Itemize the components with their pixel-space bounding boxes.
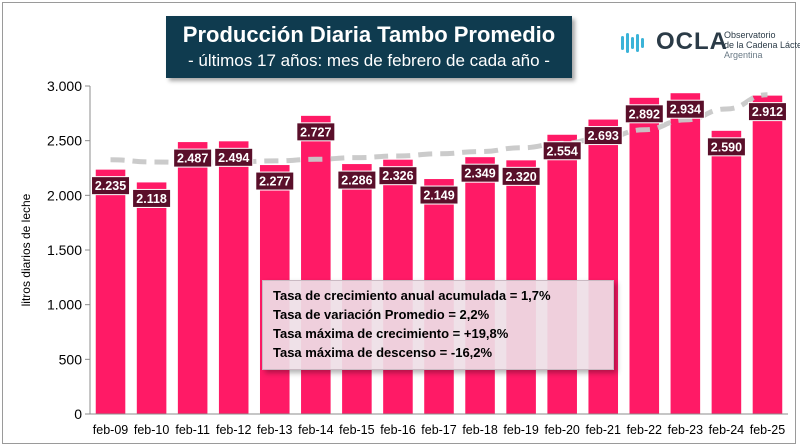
bar [670, 93, 701, 414]
y-axis: 0 500 1.000 1.500 2.000 2.500 3.000 [47, 78, 91, 422]
x-tick-label: feb-23 [668, 423, 703, 437]
bar [177, 142, 208, 414]
stat-max-decline: Tasa máxima de descenso = -16,2% [273, 345, 493, 360]
value-label: 2.118 [136, 192, 167, 206]
value-label-box [419, 185, 459, 205]
x-tick-label: feb-13 [257, 423, 292, 437]
x-tick-label: feb-17 [421, 423, 456, 437]
x-tick-label: feb-22 [627, 423, 662, 437]
value-label-box [624, 104, 664, 124]
value-label: 2.349 [464, 167, 495, 181]
x-tick-label: feb-09 [93, 423, 128, 437]
value-label: 2.149 [423, 189, 454, 203]
logo-name: OCLA [656, 28, 728, 55]
value-label-box [132, 188, 172, 208]
y-tick-label: 0 [74, 406, 82, 422]
value-label: 2.235 [95, 179, 126, 193]
value-label: 2.554 [547, 144, 578, 158]
bar [752, 95, 783, 414]
stats-box: Tasa de crecimiento anual acumulada = 1,… [262, 280, 614, 370]
value-label: 2.487 [177, 152, 208, 166]
value-label: 2.727 [300, 125, 331, 139]
bar [547, 134, 577, 414]
trend-line-path [110, 92, 768, 166]
bar [136, 182, 167, 414]
value-label-box [296, 122, 336, 142]
x-tick-label: feb-20 [544, 423, 579, 437]
milk-drop-logo-icon [621, 33, 644, 53]
value-label-box [214, 147, 254, 167]
value-label-box [747, 102, 787, 122]
bar [629, 97, 660, 415]
x-tick-label: feb-21 [586, 423, 621, 437]
x-tick-label: feb-14 [298, 423, 333, 437]
value-labels: 2.235 2.118 2.487 2.494 2.277 2.727 2.286 2.326… [91, 99, 787, 208]
x-axis: feb-09 feb-10 feb-11 feb-12 feb-13 feb-14 feb-… [90, 413, 788, 437]
value-label: 2.693 [588, 129, 619, 143]
logo-line-3: Argentina [724, 50, 763, 60]
logo-caption: Observatorio de la Cadena Láctea Argenti… [724, 30, 800, 60]
x-tick-label: feb-19 [503, 423, 538, 437]
logo-line-1: Observatorio [724, 30, 776, 40]
y-tick-label: 2.500 [47, 133, 82, 149]
x-tick-label: feb-15 [339, 423, 374, 437]
value-label-box [542, 141, 582, 161]
value-label-box [337, 170, 377, 190]
value-label: 2.590 [711, 140, 742, 154]
value-label: 2.892 [629, 107, 660, 121]
y-tick-label: 500 [59, 351, 83, 367]
x-tick-label: feb-24 [709, 423, 744, 437]
value-label: 2.277 [259, 175, 290, 189]
chart-title: Producción Diaria Tambo Promedio [182, 22, 556, 47]
x-tick-label: feb-18 [462, 423, 497, 437]
stat-cagr: Tasa de crecimiento anual acumulada = 1,… [273, 288, 551, 303]
bar [218, 141, 249, 414]
y-tick-label: 1.000 [47, 297, 82, 313]
x-tick-label: feb-16 [380, 423, 415, 437]
x-tick-label: feb-10 [134, 423, 169, 437]
chart-subtitle: - últimos 17 años: mes de febrero de cad… [188, 51, 550, 70]
y-tick-label: 2.000 [47, 187, 82, 203]
value-label: 2.286 [341, 174, 372, 188]
value-label-box [665, 99, 705, 119]
logo-line-2: de la Cadena Láctea [724, 40, 800, 50]
title-box: Producción Diaria Tambo Promedio - últim… [166, 16, 572, 78]
value-label-box [583, 126, 623, 146]
value-label: 2.912 [752, 105, 783, 119]
value-label-box [91, 176, 131, 196]
bar [711, 130, 742, 414]
stat-max-growth: Tasa máxima de crecimiento = +19,8% [273, 326, 509, 341]
stat-average-variation: Tasa de variación Promedio = 2,2% [273, 307, 490, 322]
value-label-box [378, 166, 418, 186]
value-label: 2.320 [505, 170, 536, 184]
value-label-box [501, 166, 541, 186]
value-label-box [173, 148, 213, 168]
y-tick-label: 3.000 [47, 78, 82, 94]
x-tick-label: feb-11 [175, 423, 210, 437]
value-label-box [460, 163, 500, 183]
value-label: 2.326 [382, 169, 413, 183]
x-tick-label: feb-25 [750, 423, 785, 437]
y-tick-label: 1.500 [47, 242, 82, 258]
value-label: 2.934 [670, 103, 701, 117]
bar [95, 169, 126, 414]
x-tick-label: feb-12 [216, 423, 251, 437]
value-label-box [706, 137, 746, 157]
value-label: 2.494 [218, 151, 249, 165]
value-label-box [255, 171, 295, 191]
trend-line [110, 92, 768, 166]
